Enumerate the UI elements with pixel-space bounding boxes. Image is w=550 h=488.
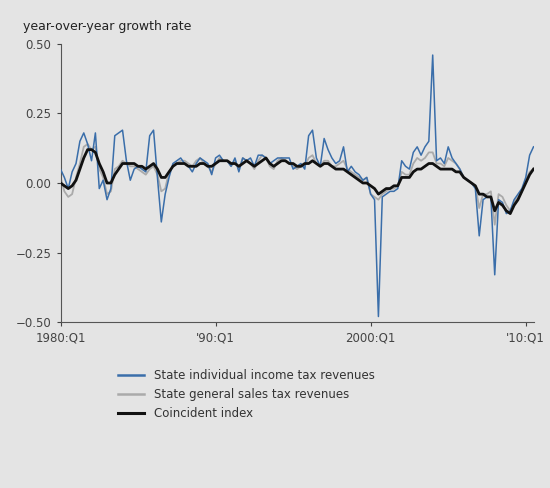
Legend: State individual income tax revenues, State general sales tax revenues, Coincide: State individual income tax revenues, St…: [114, 364, 380, 425]
Text: year-over-year growth rate: year-over-year growth rate: [23, 20, 191, 33]
